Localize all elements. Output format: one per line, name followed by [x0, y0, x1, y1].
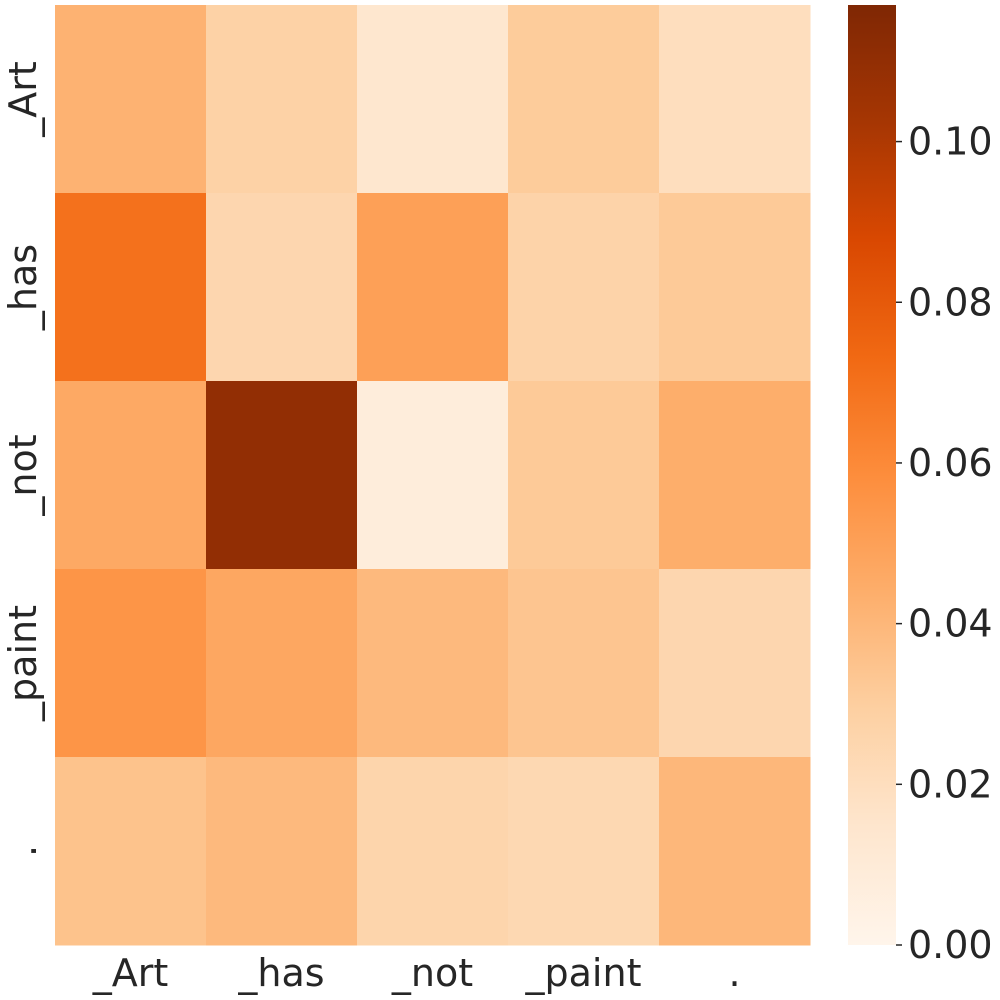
heatmap-cell-r2-c0	[55, 381, 207, 570]
heatmap-cell-r3-c4	[659, 569, 811, 758]
heatmap-cell-r2-c1	[206, 381, 358, 570]
x-tick-label: _has	[237, 951, 324, 995]
colorbar-ticks: 0.00 0.02 0.04 0.06 0.08 0.10	[896, 120, 993, 967]
heatmap-cell-r4-c0	[55, 757, 207, 946]
heatmap-cell-r3-c3	[508, 569, 660, 758]
heatmap-cell-r4-c2	[357, 757, 509, 946]
heatmap-cell-r0-c1	[206, 5, 358, 194]
heatmap-cell-r0-c0	[55, 5, 207, 194]
heatmap-cell-r3-c1	[206, 569, 358, 758]
colorbar-gradient	[848, 5, 896, 945]
colorbar	[848, 5, 896, 945]
heatmap-cell-r4-c1	[206, 757, 358, 946]
heatmap-cell-r2-c3	[508, 381, 660, 570]
heatmap-cell-r1-c3	[508, 193, 660, 382]
colorbar-tick-label: 0.06	[908, 441, 993, 485]
heatmap-cell-r1-c1	[206, 193, 358, 382]
colorbar-tick-label: 0.04	[908, 602, 993, 646]
heatmap-cell-r0-c2	[357, 5, 509, 194]
y-tick-label: _paint	[1, 605, 45, 722]
heatmap-cell-r1-c0	[55, 193, 207, 382]
heatmap-cell-r3-c2	[357, 569, 509, 758]
heatmap-cell-r3-c0	[55, 569, 207, 758]
heatmap-cell-r0-c4	[659, 5, 811, 194]
x-axis-labels: _Art _has _not _paint.	[92, 951, 741, 995]
y-axis-labels: _Art _has _not _paint.	[1, 61, 45, 857]
heatmap-cell-r1-c4	[659, 193, 811, 382]
colorbar-tick-label: 0.02	[908, 762, 993, 806]
colorbar-tick-label: 0.08	[908, 280, 993, 324]
heatmap-cell-r1-c2	[357, 193, 509, 382]
y-tick-label: .	[1, 845, 45, 857]
x-tick-label: _Art	[92, 951, 169, 995]
y-tick-label: _not	[1, 434, 45, 516]
heatmap-cell-r2-c2	[357, 381, 509, 570]
heatmap-cell-r2-c4	[659, 381, 811, 570]
heatmap-cells	[55, 5, 811, 946]
x-tick-label: .	[728, 951, 740, 995]
colorbar-tick-label: 0.00	[908, 923, 993, 967]
colorbar-tick-label: 0.10	[908, 120, 993, 164]
heatmap-cell-r4-c3	[508, 757, 660, 946]
y-tick-label: _has	[1, 244, 45, 331]
x-tick-label: _paint	[525, 951, 642, 995]
y-tick-label: _Art	[1, 61, 45, 138]
x-tick-label: _not	[391, 951, 473, 995]
heatmap-cell-r4-c4	[659, 757, 811, 946]
heatmap-cell-r0-c3	[508, 5, 660, 194]
